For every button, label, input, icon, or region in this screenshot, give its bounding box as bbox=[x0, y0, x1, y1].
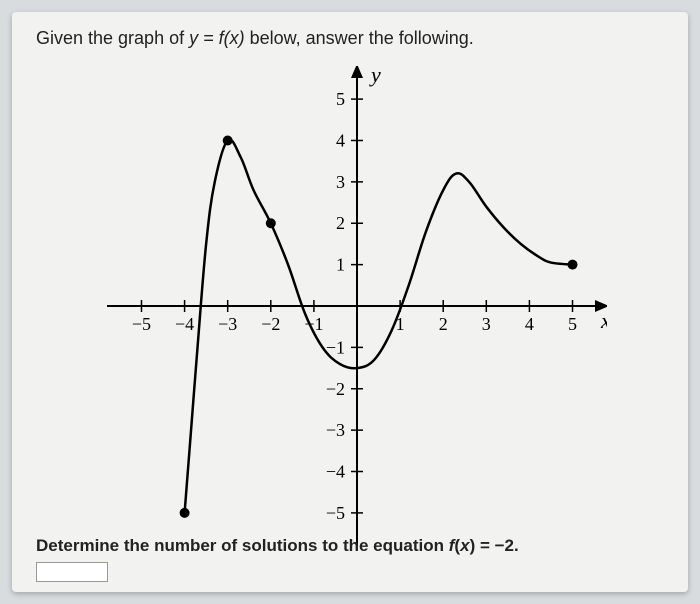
svg-text:1: 1 bbox=[336, 255, 345, 275]
svg-text:2: 2 bbox=[336, 213, 345, 233]
problem-card: Given the graph of y = f(x) below, answe… bbox=[12, 12, 688, 592]
question-prefix: Determine the number of solutions to the… bbox=[36, 536, 449, 555]
prompt-suffix: below, answer the following. bbox=[245, 28, 474, 48]
svg-text:5: 5 bbox=[568, 314, 577, 334]
svg-text:5: 5 bbox=[336, 89, 345, 109]
svg-text:−3: −3 bbox=[326, 420, 345, 440]
question-text: Determine the number of solutions to the… bbox=[36, 536, 519, 556]
graph-plot: −5−4−3−2−112345−5−4−3−2−112345xy bbox=[107, 66, 607, 546]
svg-text:3: 3 bbox=[482, 314, 491, 334]
prompt-prefix: Given the graph of bbox=[36, 28, 189, 48]
svg-text:3: 3 bbox=[336, 172, 345, 192]
prompt-equation: y = f(x) bbox=[189, 28, 245, 48]
question-equation: f(x) = −2. bbox=[449, 536, 519, 555]
svg-text:x: x bbox=[600, 308, 607, 333]
svg-text:2: 2 bbox=[439, 314, 448, 334]
svg-text:−5: −5 bbox=[132, 314, 151, 334]
svg-text:y: y bbox=[369, 66, 381, 87]
coordinate-plane: −5−4−3−2−112345−5−4−3−2−112345xy bbox=[107, 66, 607, 546]
svg-text:4: 4 bbox=[336, 130, 345, 150]
svg-text:−4: −4 bbox=[175, 314, 194, 334]
svg-text:4: 4 bbox=[525, 314, 534, 334]
svg-text:−2: −2 bbox=[326, 379, 345, 399]
svg-text:−2: −2 bbox=[261, 314, 280, 334]
svg-text:−5: −5 bbox=[326, 503, 345, 523]
svg-text:−3: −3 bbox=[218, 314, 237, 334]
prompt-text: Given the graph of y = f(x) below, answe… bbox=[36, 28, 474, 49]
answer-input[interactable] bbox=[36, 562, 108, 582]
svg-text:−4: −4 bbox=[326, 462, 345, 482]
